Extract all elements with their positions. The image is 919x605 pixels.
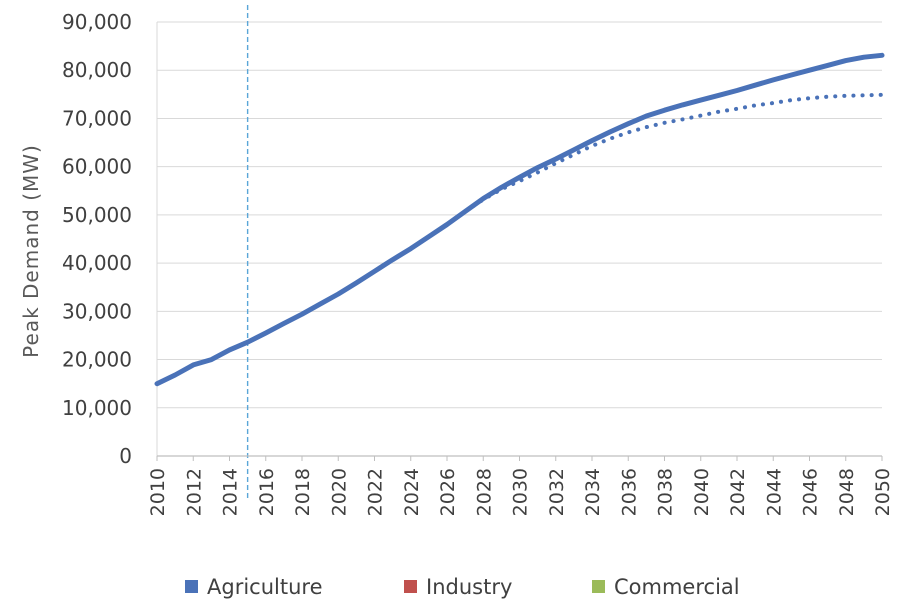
axes — [156, 22, 882, 457]
x-tick-label: 2030 — [510, 468, 532, 516]
legend: Agriculture Industry Commercial — [185, 575, 740, 599]
y-axis-title: Peak Demand (MW) — [19, 144, 43, 358]
x-tick-label: 2040 — [691, 468, 713, 516]
series-line-solid — [154, 52, 885, 387]
y-tick-label: 40,000 — [62, 251, 132, 275]
series-line-dotted — [155, 92, 884, 386]
legend-swatch — [185, 580, 198, 593]
x-tick-label: 2034 — [582, 468, 604, 516]
x-tick-label: 2028 — [473, 468, 495, 516]
x-tick-labels: 2010 2012 2014 2016 2018 2020 2022 2024 2026 2028… — [147, 456, 894, 516]
legend-label: Agriculture — [207, 575, 323, 599]
y-tick-label: 60,000 — [62, 155, 132, 179]
x-tick-label: 2014 — [220, 468, 242, 516]
y-tick-label: 90,000 — [62, 10, 132, 34]
y-tick-label: 80,000 — [62, 58, 132, 82]
x-tick-label: 2012 — [183, 468, 205, 516]
x-tick-label: 2018 — [292, 468, 314, 516]
x-tick-label: 2038 — [655, 468, 677, 516]
y-tick-label: 70,000 — [62, 106, 132, 130]
y-tick-label: 30,000 — [62, 299, 132, 323]
x-tick-label: 2010 — [147, 468, 169, 516]
x-tick-label: 2022 — [365, 468, 387, 516]
x-tick-label: 2048 — [836, 468, 858, 516]
series-group — [154, 52, 885, 387]
y-tick-label: 20,000 — [62, 348, 132, 372]
x-tick-label: 2024 — [401, 468, 423, 516]
x-tick-label: 2044 — [763, 468, 785, 516]
x-tick-label: 2036 — [618, 468, 640, 516]
y-tick-label: 0 — [119, 444, 132, 468]
legend-swatch — [592, 580, 605, 593]
y-tick-labels: 0 10,000 20,000 30,000 40,000 50,000 60,000 70,… — [62, 10, 132, 468]
x-tick-label: 2050 — [872, 468, 894, 516]
legend-swatch — [404, 580, 417, 593]
gridlines — [157, 21, 882, 409]
y-tick-label: 10,000 — [62, 396, 132, 420]
x-tick-label: 2016 — [256, 468, 278, 516]
legend-label: Industry — [426, 575, 512, 599]
x-tick-label: 2020 — [328, 468, 350, 516]
legend-label: Commercial — [614, 575, 740, 599]
y-tick-label: 50,000 — [62, 203, 132, 227]
x-tick-label: 2046 — [800, 468, 822, 516]
x-tick-label: 2026 — [437, 468, 459, 516]
x-tick-label: 2042 — [727, 468, 749, 516]
x-tick-label: 2032 — [546, 468, 568, 516]
